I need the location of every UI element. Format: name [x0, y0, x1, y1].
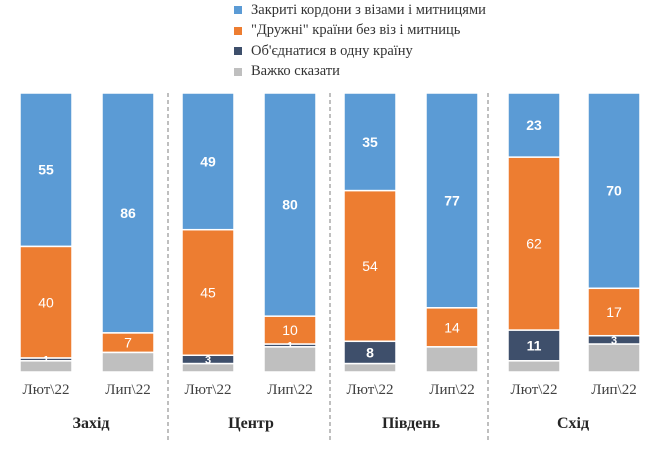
- legend-item-unite: Об'єднатися в одну країну: [234, 41, 486, 62]
- bar-segment-friendly: [507, 156, 561, 331]
- x-tick-label: Лип\22: [591, 382, 636, 398]
- bar-segment-friendly: [181, 228, 235, 357]
- x-tick-label: Лют\22: [511, 382, 558, 398]
- data-label-friendly: 7: [124, 335, 132, 351]
- legend-label-hard: Важко сказати: [251, 63, 340, 80]
- x-tick-label: Лип\22: [267, 382, 312, 398]
- legend-swatch-unite: [234, 47, 242, 56]
- bar-segment-hard: [425, 346, 479, 373]
- bar-segment-unite: [507, 329, 561, 362]
- bar-segment-hard: [587, 343, 641, 373]
- data-label-friendly: 14: [444, 319, 460, 335]
- data-label-closed: 86: [120, 205, 136, 221]
- x-tick-label: Лют\22: [347, 382, 394, 398]
- bar-segment-closed: [343, 92, 397, 192]
- group-label: Центр: [228, 415, 274, 432]
- data-label-closed: 49: [200, 153, 216, 169]
- data-label-closed: 80: [282, 197, 298, 213]
- bar-segment-friendly: [425, 307, 479, 348]
- bar-segment-hard: [263, 346, 317, 373]
- bar-segment-hard: [181, 362, 235, 373]
- x-tick-label: Лип\22: [429, 382, 474, 398]
- bar-segment-hard: [19, 360, 73, 373]
- bar-segment-hard: [507, 360, 561, 373]
- bar-segment-closed: [425, 92, 479, 309]
- data-label-closed: 70: [606, 183, 622, 199]
- legend-item-friendly: "Дружні" країни без віз і митниць: [234, 21, 486, 42]
- data-label-friendly: 45: [200, 284, 216, 300]
- bar-segment-closed: [587, 92, 641, 290]
- x-tick-label: Лип\22: [105, 382, 150, 398]
- legend-label-closed: Закриті кордони з візами і митницями: [251, 1, 486, 18]
- legend-swatch-friendly: [234, 26, 242, 35]
- x-tick-label: Лют\22: [23, 382, 70, 398]
- legend-swatch-closed: [234, 6, 242, 15]
- legend-item-hard: Важко сказати: [234, 62, 486, 83]
- legend-label-friendly: "Дружні" країни без віз і митниць: [251, 22, 461, 39]
- bar-segment-friendly: [587, 287, 641, 337]
- data-label-friendly: 54: [362, 258, 378, 274]
- data-label-closed: 23: [526, 117, 542, 133]
- data-label-friendly: 10: [282, 322, 298, 338]
- bar-segment-friendly: [343, 189, 397, 343]
- data-label-closed: 77: [444, 192, 460, 208]
- group-label: Південь: [382, 415, 441, 432]
- legend-label-unite: Об'єднатися в одну країну: [251, 42, 413, 59]
- data-label-closed: 55: [38, 162, 54, 178]
- data-label-friendly: 62: [526, 236, 542, 252]
- data-label-unite: 11: [527, 337, 542, 353]
- data-label-closed: 35: [362, 134, 378, 150]
- data-label-friendly: 40: [38, 294, 54, 310]
- legend-item-closed: Закриті кордони з візами і митницями: [234, 0, 486, 21]
- bar-segment-hard: [343, 362, 397, 373]
- x-tick-label: Лют\22: [185, 382, 232, 398]
- data-label-friendly: 17: [606, 304, 622, 320]
- bar-segment-closed: [19, 92, 73, 248]
- chart-legend: Закриті кордони з візами і митницями "Др…: [234, 0, 486, 82]
- bar-segment-hard: [101, 351, 155, 373]
- bar-segment-closed: [507, 92, 561, 158]
- legend-swatch-hard: [234, 67, 242, 76]
- data-label-unite: 3: [205, 354, 211, 366]
- group-label: Схід: [557, 415, 589, 432]
- group-label: Захід: [73, 415, 110, 432]
- data-label-unite: 8: [366, 344, 374, 360]
- data-label-unite: 3: [611, 335, 617, 347]
